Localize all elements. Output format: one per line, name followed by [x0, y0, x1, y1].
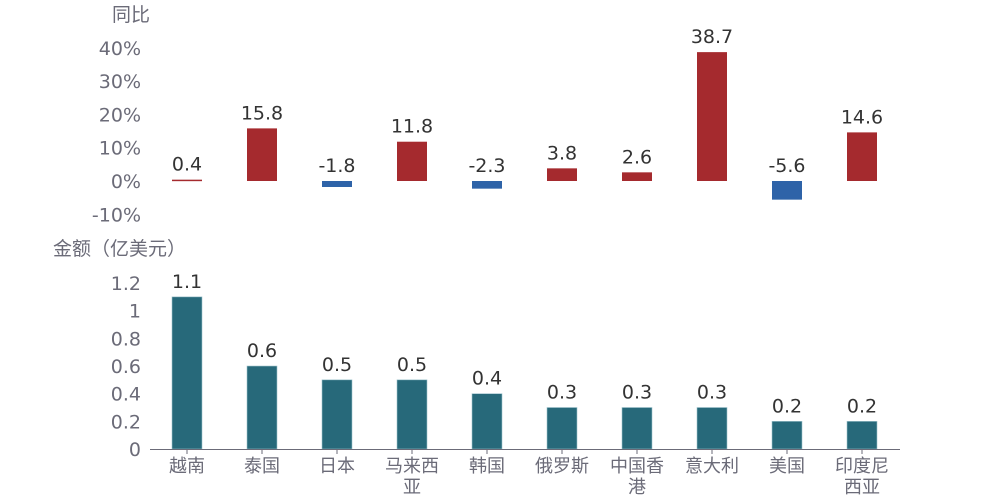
bottom-bar	[396, 379, 428, 450]
x-category-label: 韩国	[469, 456, 505, 477]
bottom-data-label: 0.3	[697, 382, 727, 404]
bottom-bar	[171, 296, 203, 450]
top-y-tick-label: 40%	[99, 38, 141, 60]
top-data-label: 11.8	[391, 116, 433, 138]
top-bar	[247, 128, 277, 181]
bottom-bar	[471, 393, 503, 450]
x-category-label: 俄罗斯	[535, 456, 589, 477]
top-data-label: 2.6	[622, 146, 652, 168]
bottom-bar	[621, 407, 653, 450]
x-category-label: 西亚	[844, 477, 880, 498]
bottom-bar	[696, 407, 728, 450]
top-bar	[172, 179, 202, 182]
x-category-label: 港	[628, 477, 646, 498]
top-data-label: -2.3	[468, 155, 505, 177]
bottom-data-label: 0.4	[472, 368, 502, 390]
top-data-label: 0.4	[172, 154, 202, 176]
bottom-data-label: 0.6	[247, 340, 277, 362]
top-y-tick-label: 20%	[99, 104, 141, 126]
top-bar	[622, 172, 652, 181]
x-category-label: 越南	[169, 456, 205, 477]
x-category-label: 日本	[319, 456, 355, 477]
bottom-bar	[846, 421, 878, 450]
x-category-label: 亚	[403, 477, 421, 498]
bottom-y-tick-label: 0.2	[111, 411, 141, 433]
top-bar	[847, 132, 877, 181]
bottom-y-tick-label: 1	[129, 301, 141, 323]
top-data-label: 15.8	[241, 102, 283, 124]
top-data-label: 14.6	[841, 106, 883, 128]
top-y-tick-label: 0%	[111, 171, 141, 193]
top-bar	[547, 168, 577, 181]
top-bar	[322, 181, 352, 187]
top-data-label: 38.7	[691, 26, 733, 48]
top-bar	[697, 52, 727, 182]
bottom-y-tick-label: 0	[129, 439, 141, 461]
bottom-data-label: 0.5	[322, 354, 352, 376]
bottom-y-tick-label: 0.4	[111, 384, 141, 406]
x-category-label: 泰国	[244, 456, 280, 477]
top-y-tick-label: -10%	[92, 204, 141, 226]
x-category-label: 美国	[769, 456, 805, 477]
top-data-label: 3.8	[547, 142, 577, 164]
bottom-data-label: 0.2	[847, 395, 877, 417]
bottom-data-label: 0.3	[547, 382, 577, 404]
bottom-bar	[771, 421, 803, 450]
bottom-y-tick-label: 0.8	[111, 328, 141, 350]
bottom-bar	[546, 407, 578, 450]
top-data-label: -5.6	[768, 155, 805, 177]
bottom-data-label: 0.2	[772, 395, 802, 417]
bottom-bar	[321, 379, 353, 450]
bottom-y-tick-label: 1.2	[111, 273, 141, 295]
x-category-label: 印度尼	[835, 456, 889, 477]
bottom-data-label: 1.1	[172, 271, 202, 293]
bottom-data-label: 0.5	[397, 354, 427, 376]
top-bar	[772, 181, 802, 200]
top-y-tick-label: 30%	[99, 71, 141, 93]
bottom-y-tick-label: 0.6	[111, 356, 141, 378]
x-category-label: 马来西	[385, 456, 439, 477]
top-y-axis-title: 同比	[112, 4, 150, 26]
bottom-data-label: 0.3	[622, 382, 652, 404]
top-bar	[472, 181, 502, 189]
top-y-tick-label: 10%	[99, 138, 141, 160]
x-category-label: 意大利	[685, 456, 739, 477]
top-bar	[397, 141, 427, 181]
x-category-label: 中国香	[610, 456, 664, 477]
bottom-bar	[246, 365, 278, 450]
top-data-label: -1.8	[318, 155, 355, 177]
bottom-y-axis-title: 金额（亿美元）	[53, 238, 186, 260]
